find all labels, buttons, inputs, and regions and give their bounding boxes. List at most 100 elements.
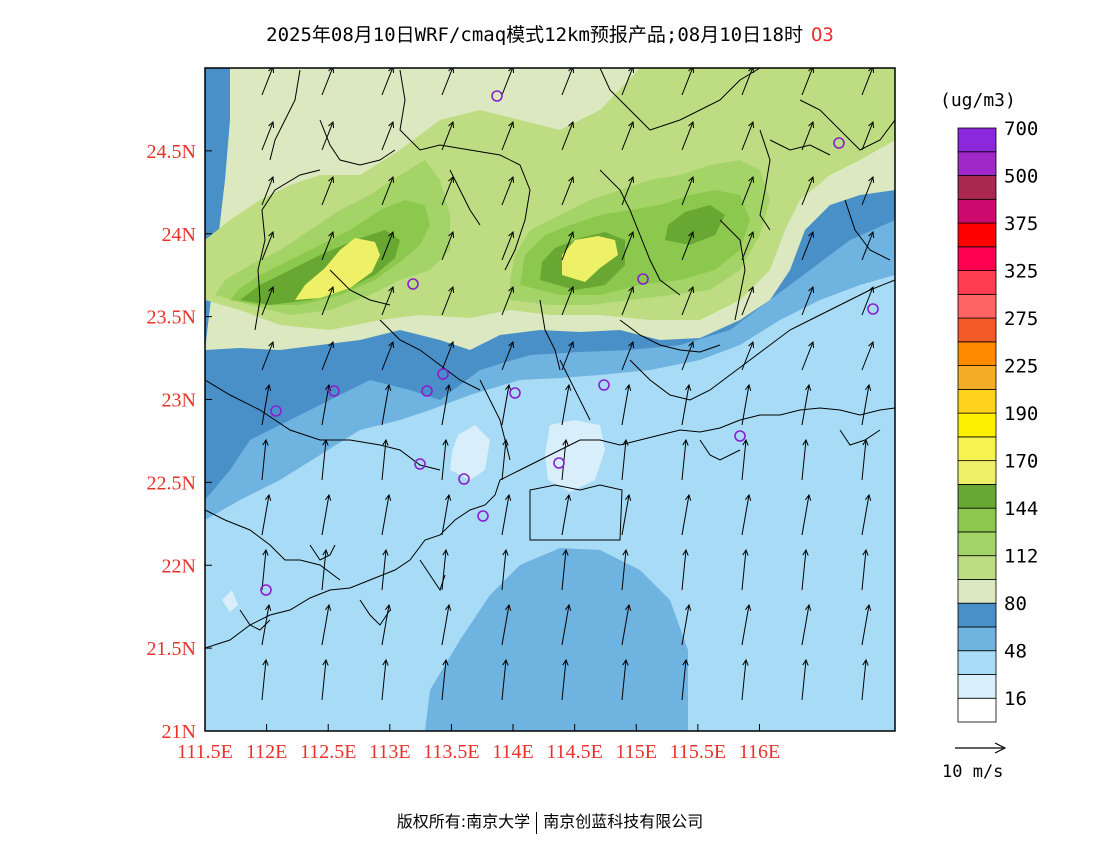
wind-arrow <box>501 548 509 591</box>
colorbar-label: 112 <box>1004 546 1038 568</box>
y-tick-label: 23.5N <box>147 307 196 329</box>
colorbar-label: 225 <box>1004 356 1038 378</box>
colorbar-label: 170 <box>1004 451 1038 473</box>
wind-arrow <box>861 383 872 426</box>
wind-arrow <box>801 493 812 536</box>
wind-arrow <box>561 438 569 481</box>
wind-arrow <box>381 340 395 371</box>
wind-arrow <box>261 230 275 261</box>
wind-arrow <box>741 548 749 591</box>
field-band-96-north <box>600 68 800 135</box>
colorbar-label: 275 <box>1004 308 1038 330</box>
wind-arrow <box>381 548 389 591</box>
x-tick-label: 115.5E <box>670 741 726 763</box>
colorbar-label: 700 <box>1004 118 1038 140</box>
y-tick-label: 24.5N <box>147 141 196 163</box>
x-tick-label: 113.5E <box>423 741 479 763</box>
wind-arrow <box>441 493 452 536</box>
colorbar-label: 16 <box>1004 688 1027 710</box>
wind-arrow <box>501 68 515 96</box>
colorbar: 16 48 80 112 144 170 190 225 275 325 375 500 700 <box>957 118 1038 723</box>
y-tick-label: 23N <box>162 390 196 412</box>
wind-arrow <box>861 175 875 206</box>
wind-arrow <box>561 548 569 591</box>
wind-arrow <box>261 493 272 536</box>
wind-arrow <box>321 175 335 206</box>
wind-arrow <box>801 438 809 481</box>
wind-arrow <box>801 285 815 316</box>
footer: 版权所有:南京大学 南京创蓝科技有限公司 <box>0 808 1100 834</box>
wind-arrow <box>741 230 755 261</box>
wind-arrow <box>681 383 692 426</box>
wind-arrow <box>621 68 635 96</box>
wind-arrow <box>561 285 575 316</box>
wind-arrow <box>741 175 755 206</box>
wind-arrow <box>741 285 755 316</box>
monitoring-stations <box>260 90 879 596</box>
wind-arrow <box>801 68 815 96</box>
colorbar-cell <box>957 175 997 200</box>
wind-arrow <box>861 603 872 646</box>
wind-arrow <box>441 658 449 701</box>
coastline <box>205 68 895 649</box>
wind-arrow <box>321 438 329 481</box>
wind-arrow <box>741 658 749 701</box>
colorbar-label: 325 <box>1004 261 1038 283</box>
wind-arrow <box>321 230 335 261</box>
wind-arrow <box>321 340 335 371</box>
wind-arrow <box>621 548 629 591</box>
wind-arrow <box>381 658 389 701</box>
wind-arrow <box>441 340 455 371</box>
title-species: O3 <box>810 24 834 46</box>
colorbar-cell <box>957 198 997 224</box>
wind-arrow <box>681 230 695 261</box>
wind-arrow <box>501 120 515 151</box>
wind-arrow <box>321 548 329 591</box>
wind-arrow <box>561 120 575 151</box>
station-marker <box>491 90 503 102</box>
field-band-144-ne <box>665 205 725 245</box>
wind-arrow <box>261 68 275 96</box>
wind-arrow <box>501 493 512 536</box>
colorbar-cell <box>957 365 997 390</box>
wind-arrow <box>681 493 692 536</box>
wind-arrow <box>861 658 869 701</box>
wind-arrow <box>801 230 815 261</box>
wind-arrow <box>741 383 752 426</box>
wind-arrow <box>801 175 815 206</box>
wind-arrow <box>681 120 695 151</box>
wind-arrow <box>561 68 575 96</box>
station-marker <box>421 385 433 397</box>
wind-arrow <box>441 175 455 206</box>
x-axis: 111.5E 112E 112.5E 113E 113.5E 114E 114.5E 115E… <box>177 724 780 763</box>
field-offshore-patch <box>425 548 688 731</box>
colorbar-cell <box>957 127 997 153</box>
colorbar-cell <box>957 650 997 675</box>
station-marker <box>270 405 282 417</box>
station-marker <box>734 430 746 442</box>
wind-arrow <box>441 230 455 261</box>
colorbar-label: 375 <box>1004 213 1038 235</box>
wind-arrow <box>801 383 812 426</box>
station-marker <box>260 584 272 596</box>
wind-arrow <box>741 438 749 481</box>
map-title: 2025年08月10日WRF/cmaq模式12km预报产品;08月10日18时 O… <box>0 20 1100 47</box>
wind-arrow <box>441 383 452 426</box>
x-tick-label: 111.5E <box>177 741 233 763</box>
wind-arrow <box>861 120 875 151</box>
wind-arrow <box>561 493 572 536</box>
vector-key-arrow <box>955 742 1007 754</box>
wind-arrow <box>561 383 572 426</box>
wind-arrow <box>321 285 335 316</box>
wind-arrow <box>861 493 872 536</box>
station-marker <box>509 387 521 399</box>
wind-arrow <box>381 175 395 206</box>
station-marker <box>477 510 489 522</box>
x-tick-label: 114E <box>492 741 533 763</box>
wind-arrow <box>681 175 695 206</box>
wind-arrow <box>501 230 515 261</box>
wind-arrow <box>561 603 572 646</box>
station-marker <box>407 278 419 290</box>
station-marker <box>833 137 845 149</box>
